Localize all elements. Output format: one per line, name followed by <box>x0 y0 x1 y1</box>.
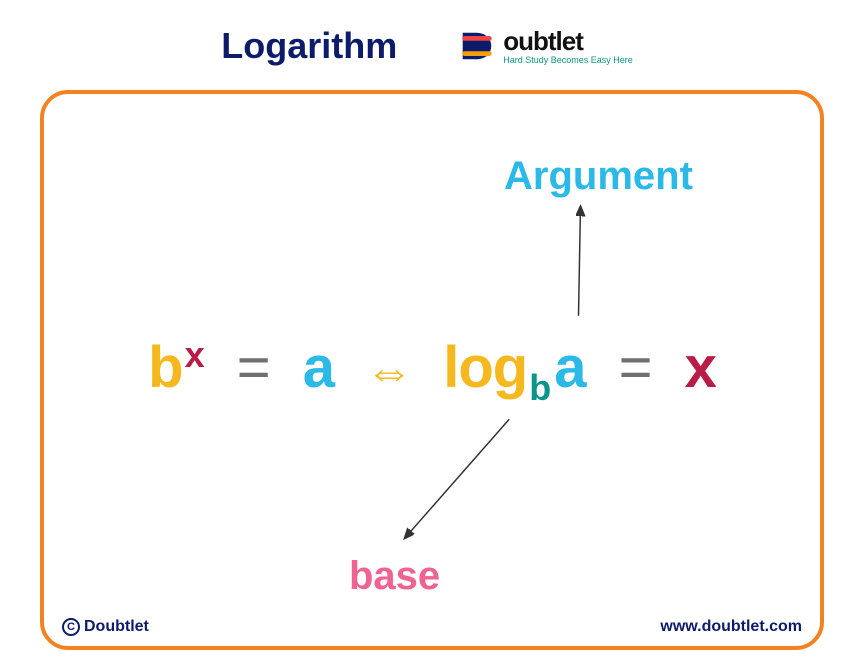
label-base: base <box>349 554 440 599</box>
formula-a-2: a <box>554 334 585 401</box>
formula-subscript-b: b <box>529 367 550 409</box>
logo-icon <box>457 27 495 65</box>
logo-tagline: Hard Study Becomes Easy Here <box>503 56 633 65</box>
formula: bx = a ⇔ logba = x <box>44 334 820 409</box>
logo: oubtlet Hard Study Becomes Easy Here <box>457 27 633 65</box>
formula-equals-2: = <box>619 334 652 401</box>
formula-a-1: a <box>303 334 334 401</box>
main-box: Argument bx = a ⇔ logba = x base C Doubt… <box>40 90 824 650</box>
header: Logarithm oubtlet Hard Study Becomes Eas… <box>0 0 854 82</box>
formula-log: log <box>443 334 527 401</box>
logo-text-wrap: oubtlet Hard Study Becomes Easy Here <box>503 28 633 65</box>
formula-equals-1: = <box>237 334 270 401</box>
logo-text: oubtlet <box>503 28 633 54</box>
footer-url: www.doubtlet.com <box>660 618 802 636</box>
footer-copyright: C Doubtlet <box>62 618 149 636</box>
formula-x-2: x <box>685 334 716 401</box>
page-title: Logarithm <box>221 25 397 67</box>
footer-brand: Doubtlet <box>84 618 149 636</box>
label-argument: Argument <box>504 154 693 199</box>
formula-exponent-x: x <box>185 334 204 376</box>
copyright-icon: C <box>62 618 80 636</box>
formula-iff: ⇔ <box>365 344 412 399</box>
formula-base-b: b <box>148 334 182 401</box>
